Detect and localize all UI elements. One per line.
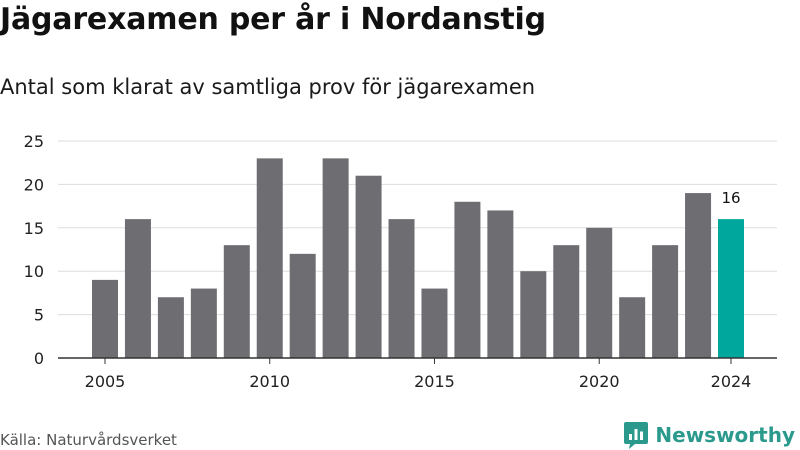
y-tick-label: 25 bbox=[24, 132, 44, 151]
bar-2016 bbox=[454, 201, 481, 358]
source-note: Källa: Naturvårdsverket bbox=[0, 431, 177, 449]
newsworthy-logo-icon bbox=[624, 422, 649, 449]
y-tick-label: 20 bbox=[24, 175, 44, 194]
bar-2009 bbox=[223, 245, 250, 358]
x-tick-label: 2015 bbox=[414, 372, 455, 391]
bar-2011 bbox=[289, 253, 316, 358]
y-tick-label: 10 bbox=[24, 262, 44, 281]
bars bbox=[92, 158, 744, 358]
bar-2017 bbox=[487, 210, 514, 358]
x-tick-label: 2020 bbox=[579, 372, 620, 391]
bar-2015 bbox=[421, 288, 448, 358]
bar-2021 bbox=[619, 297, 646, 358]
data-labels: 16 bbox=[721, 189, 740, 207]
bar-2008 bbox=[190, 288, 217, 358]
bar-2005 bbox=[92, 279, 118, 358]
y-tick-label: 15 bbox=[24, 219, 44, 238]
bar-2022 bbox=[652, 245, 679, 358]
bar-2024 bbox=[718, 219, 744, 358]
brand-logo: Newsworthy bbox=[623, 420, 795, 450]
bar-2010 bbox=[256, 158, 283, 358]
x-tick-label: 2005 bbox=[85, 372, 126, 391]
y-tick-label: 0 bbox=[34, 349, 44, 368]
y-tick-label: 5 bbox=[34, 306, 44, 325]
bar-2020 bbox=[586, 227, 613, 358]
x-tick-label: 2024 bbox=[711, 372, 752, 391]
x-tick-label: 2010 bbox=[249, 372, 290, 391]
bar-2013 bbox=[355, 175, 382, 358]
y-axis: 0 5 10 15 20 25 bbox=[24, 132, 44, 368]
x-axis: 2005 2010 2015 2020 2024 bbox=[58, 357, 777, 391]
bar-2018 bbox=[520, 271, 547, 358]
bar-2012 bbox=[322, 158, 349, 358]
data-label-2024: 16 bbox=[721, 189, 740, 207]
bar-2007 bbox=[157, 297, 184, 358]
chart-title: Jägarexamen per år i Nordanstig bbox=[0, 2, 546, 37]
chart-subtitle: Antal som klarat av samtliga prov för jä… bbox=[0, 75, 536, 99]
bar-2006 bbox=[124, 219, 151, 358]
brand-name: Newsworthy bbox=[655, 423, 795, 447]
bar-2014 bbox=[388, 219, 415, 358]
bar-2023 bbox=[685, 193, 712, 358]
bar-2019 bbox=[553, 245, 580, 358]
